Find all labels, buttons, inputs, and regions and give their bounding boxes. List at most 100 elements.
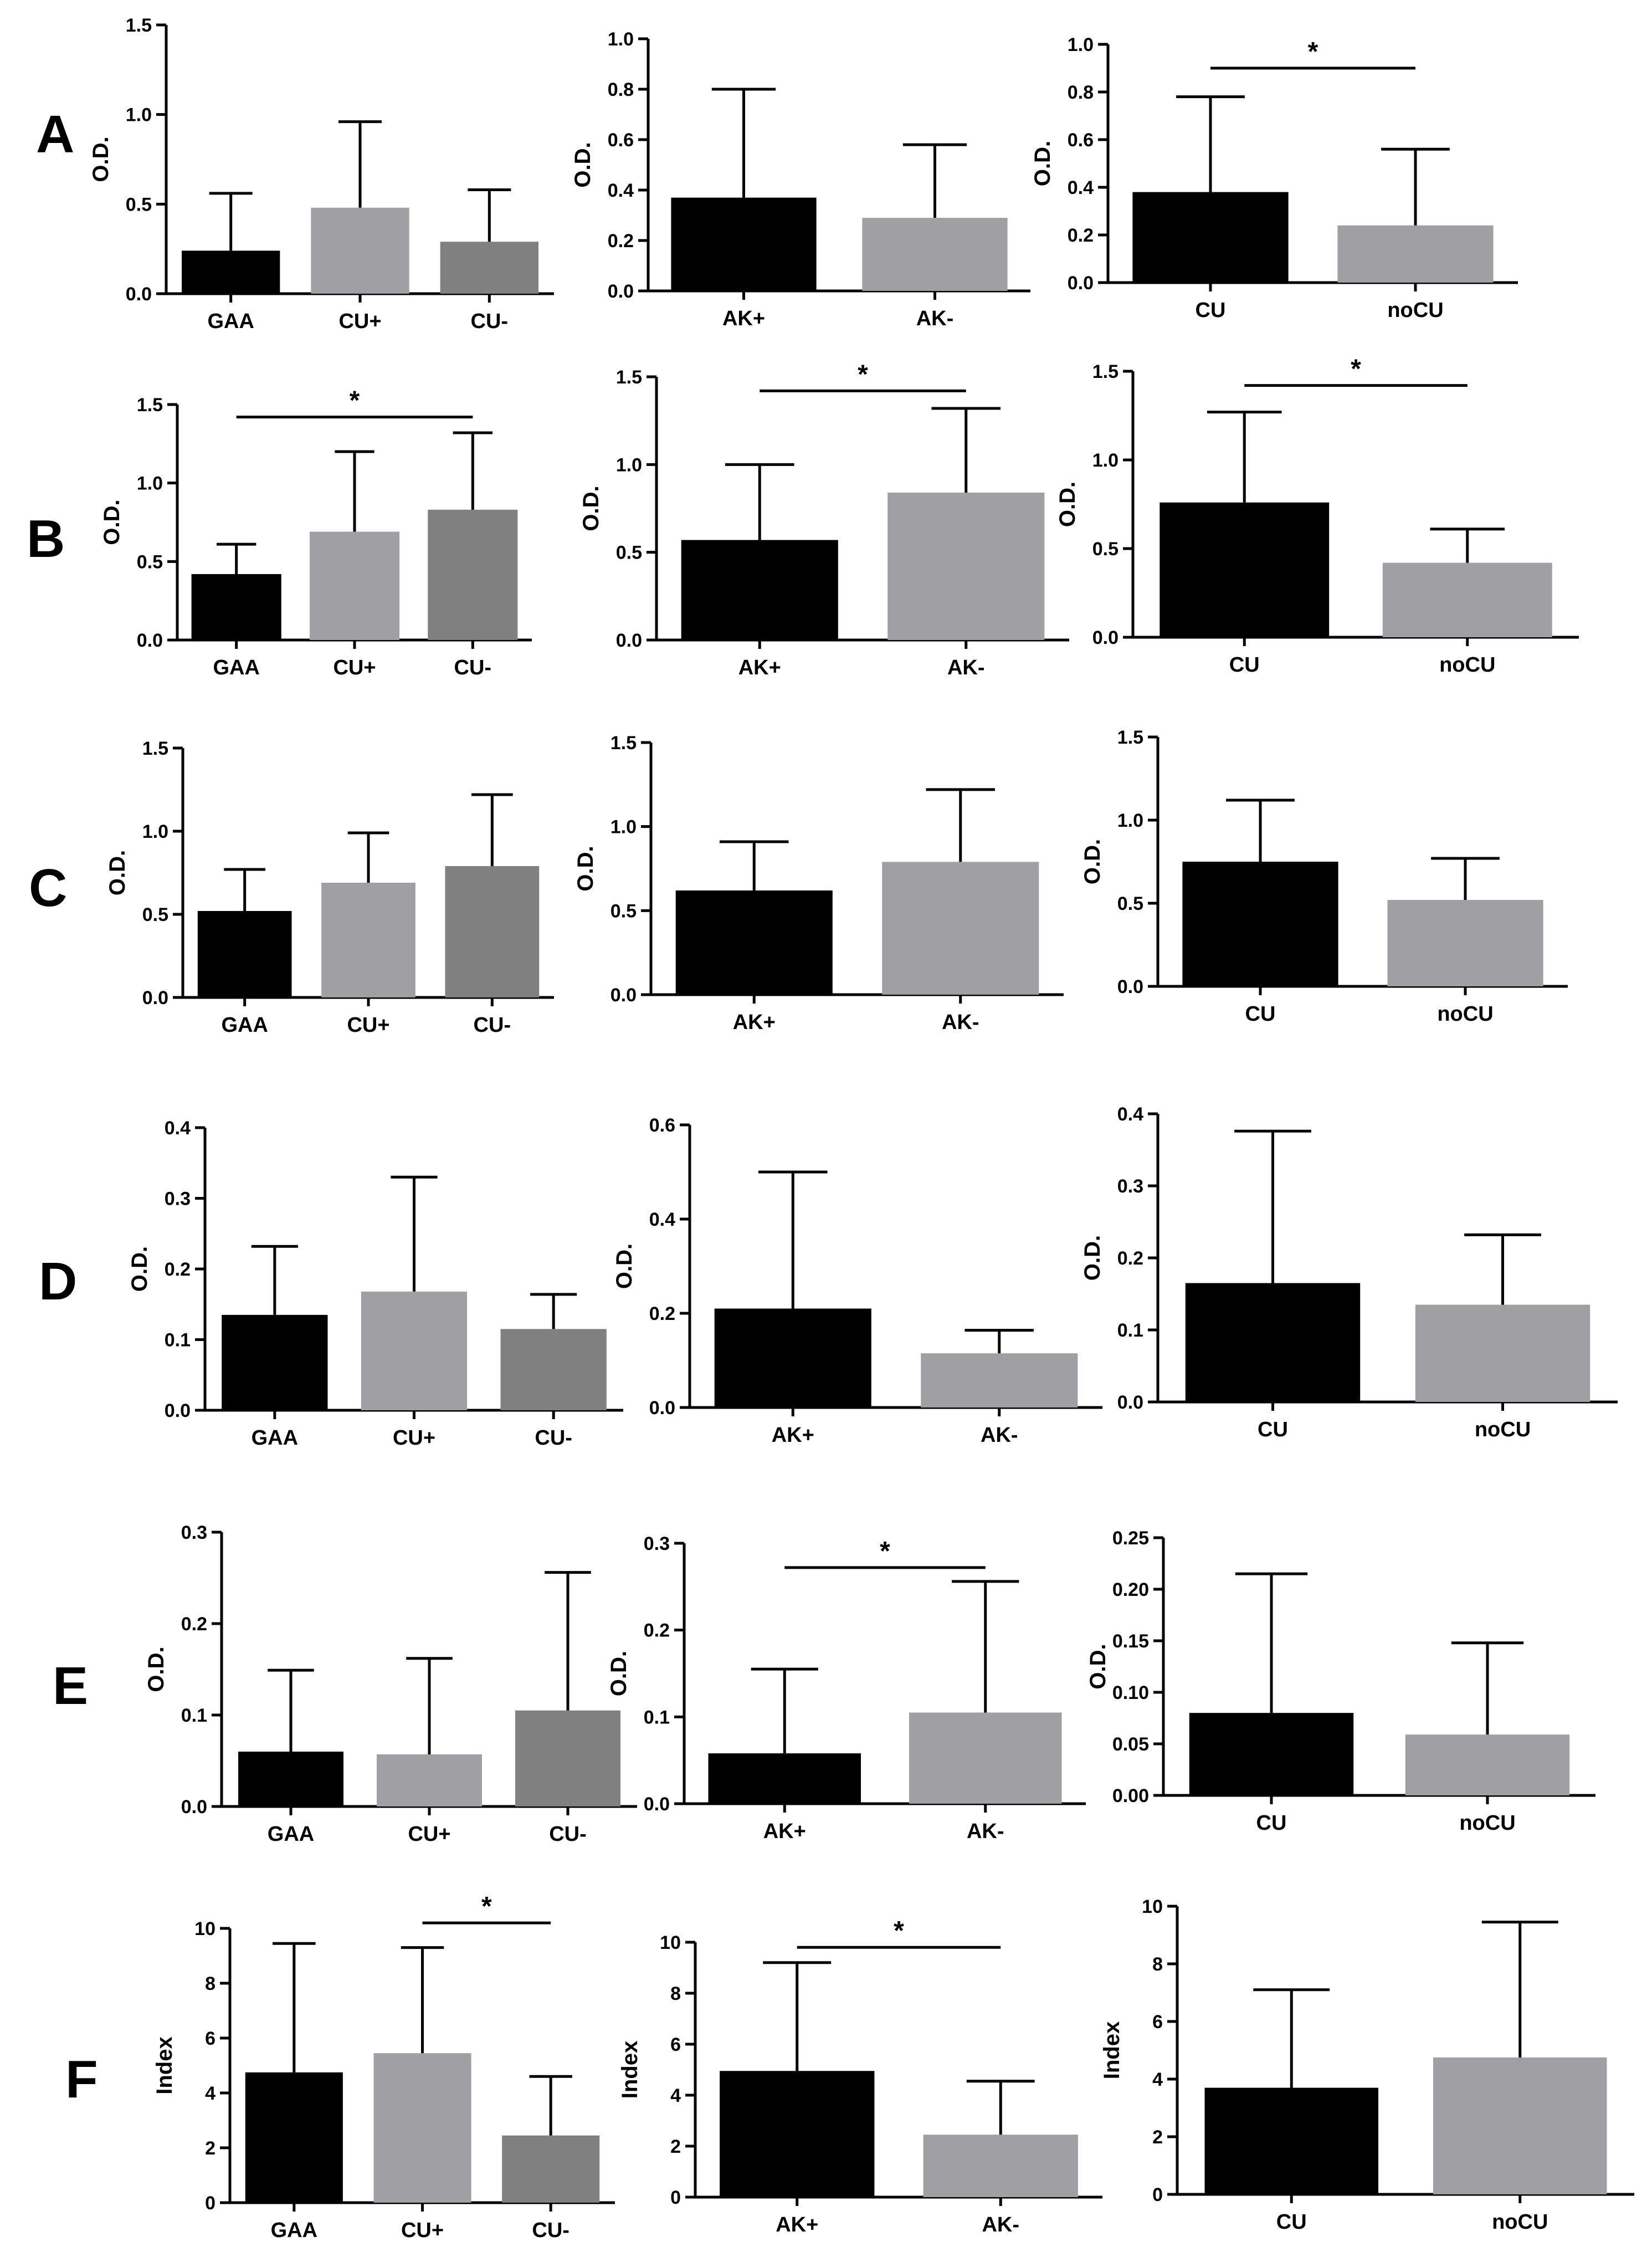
y-axis-title: O.D. [100, 499, 124, 545]
bar-nocu [1382, 562, 1552, 637]
y-tick-label: 1.5 [142, 738, 168, 759]
chart-a2: 0.0 0.2 0.4 0.6 0.8 1.0 O.D. AK+ AK- [571, 29, 1030, 330]
x-category-label: AK+ [738, 656, 781, 679]
bar-gaa [245, 2072, 343, 2203]
row-label-c: C [29, 858, 67, 918]
bar-nocu [1387, 900, 1543, 986]
y-tick-label: 0.5 [142, 904, 168, 925]
y-tick-label: 0.4 [649, 1209, 675, 1230]
bar-gaa [197, 911, 292, 997]
bar-akneg [921, 1353, 1078, 1407]
x-category-label: noCU [1387, 299, 1443, 322]
x-category-label: AK- [981, 1424, 1018, 1447]
bar-akneg [882, 862, 1039, 995]
y-tick-label: 0.0 [1092, 627, 1119, 648]
y-tick-label: 0.3 [165, 1189, 191, 1210]
y-axis-title: O.D. [1055, 482, 1080, 527]
y-tick-label: 1.5 [616, 367, 642, 388]
y-tick-label: 0.0 [1068, 273, 1094, 294]
chart-c3: 0.0 0.5 1.0 1.5 O.D. CU noCU [1080, 727, 1568, 1026]
x-category-label: GAA [221, 1014, 268, 1037]
chart-b1: 0.0 0.5 1.0 1.5 O.D. GAA CU+ CU- * [100, 386, 532, 679]
chart-c1: 0.0 0.5 1.0 1.5 O.D. GAA CU+ CU- [105, 738, 554, 1037]
y-tick-label: 1.0 [1117, 810, 1143, 831]
y-tick-label: 0.0 [1117, 1392, 1143, 1413]
y-tick-label: 0.8 [608, 79, 634, 100]
bar-akneg [887, 493, 1045, 640]
y-tick-label: 0.2 [649, 1303, 675, 1324]
y-tick-label: 0.15 [1112, 1631, 1149, 1652]
y-tick-label: 0 [1152, 2184, 1163, 2205]
y-tick-label: 0.6 [1068, 130, 1094, 151]
significance-star: * [880, 1537, 890, 1566]
x-category-label: GAA [268, 1823, 314, 1846]
y-tick-label: 0 [670, 2187, 681, 2208]
y-axis-title: Index [1100, 2021, 1124, 2079]
y-tick-label: 0.2 [165, 1259, 191, 1280]
y-tick-label: 1.5 [610, 733, 637, 754]
y-axis-title: O.D. [607, 1651, 631, 1696]
y-tick-label: 0.4 [1068, 177, 1094, 198]
chart-d2: 0.0 0.2 0.4 0.6 O.D. AK+ AK- [612, 1115, 1102, 1447]
y-tick-label: 10 [660, 1932, 681, 1953]
y-tick-label: 0.1 [165, 1330, 191, 1351]
bar-cupos [373, 2053, 471, 2203]
y-tick-label: 0.0 [610, 985, 637, 1006]
y-tick-label: 0.6 [649, 1115, 675, 1136]
x-category-label: AK+ [733, 1011, 776, 1034]
significance-star: * [894, 1916, 904, 1946]
y-tick-label: 0.20 [1112, 1579, 1149, 1600]
bar-cu [1189, 1713, 1354, 1795]
y-tick-label: 0.5 [1092, 539, 1119, 560]
x-category-label: CU [1276, 2210, 1307, 2234]
x-category-label: noCU [1459, 1811, 1515, 1835]
x-category-label: CU [1229, 653, 1260, 677]
bar-cuneg [515, 1710, 620, 1806]
x-category-label: CU- [532, 2219, 570, 2242]
x-category-label: noCU [1439, 653, 1495, 677]
x-category-label: CU+ [338, 310, 381, 333]
y-tick-label: 0.0 [165, 1400, 191, 1421]
bar-nocu [1433, 2057, 1607, 2194]
y-tick-label: 1.0 [142, 821, 168, 842]
chart-grid: 0.0 0.5 1.0 1.5 O.D. GAA CU+ CU- 0.0 0.2 0.4 0.6 0.8… [89, 15, 1634, 2242]
x-category-label: noCU [1475, 1418, 1531, 1441]
y-tick-label: 0.0 [142, 987, 168, 1009]
bar-akneg [923, 2135, 1078, 2197]
chart-c2: 0.0 0.5 1.0 1.5 O.D. AK+ AK- [573, 733, 1064, 1034]
y-tick-label: 0.0 [1117, 976, 1143, 997]
y-tick-label: 10 [1142, 1896, 1163, 1917]
y-tick-label: 0.0 [137, 630, 163, 651]
y-tick-label: 1.0 [126, 105, 152, 126]
bar-nocu [1415, 1304, 1591, 1402]
bar-akneg [862, 218, 1008, 291]
significance-star: * [1308, 37, 1318, 66]
chart-e1: 0.0 0.1 0.2 0.3 O.D. GAA CU+ CU- [144, 1522, 637, 1846]
y-axis-title: O.D. [571, 142, 595, 187]
x-category-label: CU- [454, 656, 492, 679]
bar-cu [1182, 862, 1338, 986]
y-axis-title: O.D. [612, 1243, 637, 1289]
y-axis-title: O.D. [105, 850, 130, 895]
y-tick-label: 2 [1152, 2127, 1163, 2148]
chart-e2: 0.0 0.1 0.2 0.3 O.D. AK+ AK- * [607, 1533, 1086, 1843]
bar-cuneg [502, 2135, 600, 2203]
bar-cupos [309, 531, 400, 640]
y-tick-label: 0.3 [1117, 1176, 1143, 1197]
y-tick-label: 0.0 [616, 630, 642, 651]
y-tick-label: 0.1 [1117, 1320, 1143, 1341]
y-tick-label: 0.2 [1068, 225, 1094, 246]
x-category-label: AK+ [772, 1424, 814, 1447]
y-tick-label: 1.5 [1117, 727, 1143, 748]
chart-f3: 0 2 4 6 8 10 Index CU noCU [1100, 1896, 1634, 2234]
x-category-label: CU+ [347, 1014, 389, 1037]
chart-e3: 0.00 0.05 0.10 0.15 0.20 0.25 O.D. CU noCU [1086, 1528, 1595, 1835]
bar-cupos [361, 1291, 468, 1410]
x-category-label: CU- [535, 1426, 572, 1450]
x-category-label: GAA [271, 2219, 317, 2242]
row-label-a: A [36, 105, 74, 164]
chart-a1: 0.0 0.5 1.0 1.5 O.D. GAA CU+ CU- [89, 15, 554, 333]
y-tick-label: 0.3 [644, 1533, 670, 1554]
x-category-label: CU [1258, 1418, 1288, 1441]
x-category-label: CU- [471, 310, 509, 333]
